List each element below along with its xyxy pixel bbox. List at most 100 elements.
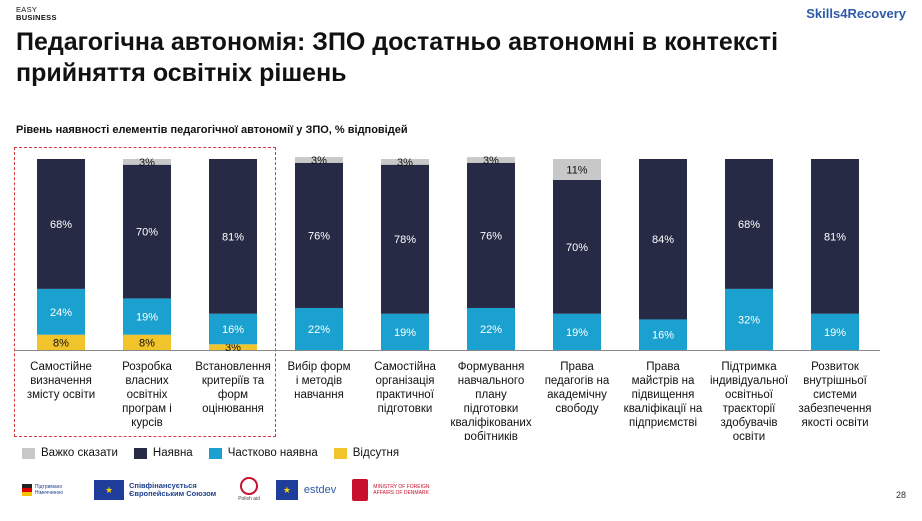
chart-legend: Важко сказати Наявна Частково наявна Від… [22,447,415,459]
logo3-text: Polish aid [238,496,260,502]
category-label-2: Встановлення критеріїв та форм оцінювання [195,361,271,415]
page-number: 28 [895,490,906,500]
legend-item-hard: Важко сказати [22,447,118,459]
bar-label-hard-1: 3% [139,157,155,169]
bar-segment-hard-5 [467,157,515,163]
logo4-text: estdev [303,484,337,496]
legend-label-hard: Важко сказати [41,447,118,459]
bar-segment-partial-4 [381,313,429,350]
category-label-8: Підтримка індивідуальної освітньої траєктор… [710,361,789,440]
bar-segment-no-0 [37,334,85,350]
germany-support-logo: Підтримано Німеччиною [22,484,70,496]
bar-label-partial-5: 22% [480,324,502,336]
bar-segment-partial-9 [811,313,859,350]
bar-segment-partial-5 [467,307,515,350]
bar-segment-yes-6 [553,180,601,314]
eu-flag-icon: ★ [94,480,124,500]
bar-label-no-1: 8% [139,337,155,349]
bar-segment-yes-5 [467,162,515,308]
bar-segment-yes-7 [639,159,687,320]
legend-item-partial: Частково наявна [208,447,318,459]
category-label-4: Самостійна організація практичної підготовк… [374,361,436,415]
brand-line1: EASY [16,5,38,14]
skills4recovery-logo: Skills4Recovery [806,6,906,21]
polish-aid-logo: Polish aid [238,477,260,503]
legend-swatch-no [333,447,347,459]
bar-segment-yes-2 [209,159,257,314]
bar-label-no-2: 3% [225,342,241,354]
polish-aid-icon [240,477,259,495]
legend-label-no: Відсутня [352,447,400,459]
bar-segment-yes-8 [725,159,773,289]
bar-label-yes-5: 76% [480,230,502,242]
bar-label-yes-4: 78% [394,234,416,246]
bar-segment-partial-2 [209,313,257,345]
bar-label-partial-2: 16% [222,324,244,336]
legend-swatch-hard [22,447,35,459]
bar-segment-partial-3 [295,307,343,350]
slide-title: Педагогічна автономія: ЗПО достатньо авт… [16,28,779,87]
bar-segment-hard-1 [123,159,171,165]
logo2-line2: Європейським Союзом [129,489,217,498]
stacked-bar-chart: 8% 24% 68% Самостійне визначення змісту освіт… [14,155,880,440]
bar-label-hard-5: 3% [483,155,499,167]
bar-segment-yes-3 [295,162,343,308]
legend-item-no: Відсутня [333,447,400,459]
bar-label-yes-1: 70% [136,227,158,239]
chart-subtitle: Рівень наявності елементів педагогічної … [16,124,408,136]
bar-label-partial-0: 24% [50,307,72,319]
bar-label-partial-3: 22% [308,324,330,336]
legend-label-partial: Частково наявна [227,447,318,459]
bar-label-hard-3: 3% [311,155,327,167]
category-label-7: Права майстрів на підвищення кваліфікації н… [624,361,703,429]
bar-segment-partial-8 [725,288,773,350]
category-label-1: Розробка власних освітніх програм і курсів [122,361,172,429]
category-label-6: Права педагогів на академічну свободу [545,361,610,415]
bar-segment-no-1 [123,334,171,350]
highlight-box [14,147,276,437]
bar-label-partial-7: 16% [652,330,674,342]
bar-label-partial-6: 19% [566,327,588,339]
logo2-line1: Співфінансується [129,481,197,490]
bar-segment-partial-7 [639,319,687,350]
eu-cofunded-logo: ★ Співфінансується Європейським Союзом [94,480,216,500]
legend-item-yes: Наявна [133,447,193,459]
bar-label-no-0: 8% [53,337,69,349]
bar-label-partial-4: 19% [394,327,416,339]
bar-label-partial-9: 19% [824,327,846,339]
eu-flag-icon-2: ★ [275,480,298,500]
bar-segment-partial-1 [123,298,171,335]
category-label-9: Розвиток внутрішньої системи забезпечення як… [798,361,871,429]
brand-line2: BUSINESS [16,13,57,22]
easy-business-logo: EASY BUSINESS [16,6,57,22]
bar-label-hard-6: 11% [566,165,587,177]
bar-label-yes-0: 68% [50,219,72,231]
bar-segment-hard-6 [553,159,601,181]
denmark-crest-icon [352,479,369,501]
bar-segment-yes-0 [37,159,85,289]
legend-swatch-partial [208,447,222,459]
bar-segment-hard-4 [381,159,429,165]
partner-logos: Підтримано Німеччиною ★ Співфінансується… [22,475,437,505]
bar-label-yes-7: 84% [652,234,674,246]
bar-segment-partial-6 [553,313,601,350]
category-label-0: Самостійне визначення змісту освіти [27,361,95,401]
bar-segment-hard-3 [295,157,343,163]
bar-segment-yes-9 [811,159,859,314]
bar-label-yes-6: 70% [566,242,588,254]
bar-segment-no-2 [209,344,257,350]
category-label-3: Вибір форм і методів навчання [288,361,351,401]
bar-segment-yes-1 [123,164,171,299]
bar-label-partial-1: 19% [136,312,158,324]
bar-label-yes-8: 68% [738,219,760,231]
category-label-5: Формування навчального плану підготовки квал… [450,361,531,440]
logo1-text: Підтримано Німеччиною [34,484,63,496]
bar-label-yes-3: 76% [308,230,330,242]
bar-segment-partial-0 [37,288,85,335]
logo5-text: MINISTRY OF FOREIGN AFFAIRS OF DENMARK [373,484,430,496]
bar-label-partial-8: 32% [738,314,760,326]
denmark-mfa-logo: MINISTRY OF FOREIGN AFFAIRS OF DENMARK [352,479,437,501]
bar-segment-yes-4 [381,164,429,314]
bar-label-hard-4: 3% [397,157,413,169]
bar-label-yes-2: 81% [222,231,244,243]
